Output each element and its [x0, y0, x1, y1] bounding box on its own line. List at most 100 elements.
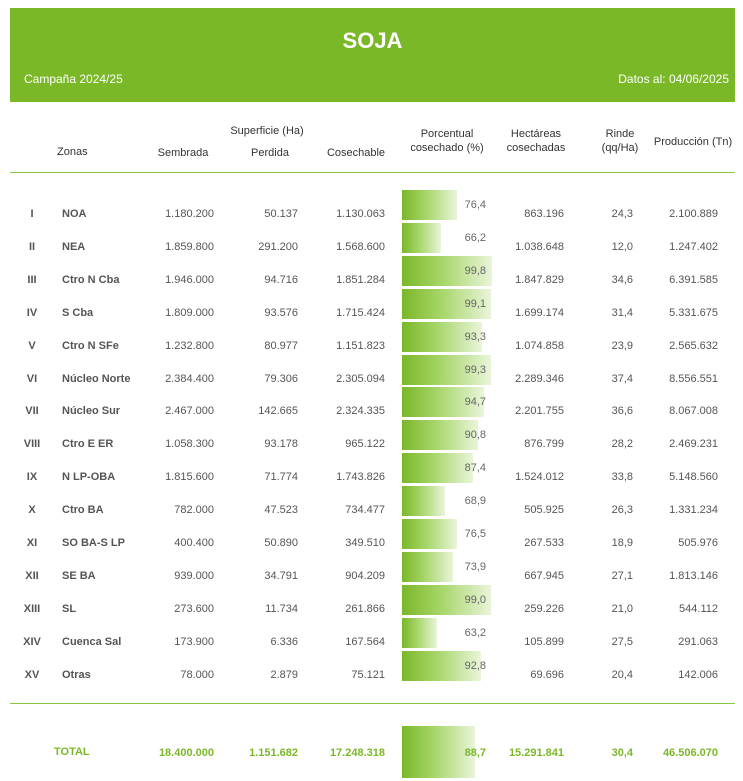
cosechable-value: 734.477 — [345, 504, 385, 516]
sembrada-value: 273.600 — [174, 603, 214, 615]
perdida-value: 6.336 — [270, 636, 298, 648]
pct-bar-track — [402, 519, 492, 549]
campaign-label: Campaña 2024/25 — [24, 72, 123, 86]
col-header-sembrada: Sembrada — [157, 147, 209, 159]
pct-bar — [402, 322, 482, 352]
zone-number: V — [28, 340, 36, 352]
sembrada-value: 1.809.000 — [165, 307, 214, 319]
cosechable-value: 2.305.094 — [336, 373, 385, 385]
pct-bar — [402, 585, 491, 615]
col-header-perdida: Perdida — [251, 147, 289, 159]
pct-bar-track — [402, 190, 492, 220]
col-header-cosechable: Cosechable — [326, 147, 386, 159]
rinde-value: 26,3 — [611, 504, 633, 516]
hectareas-value: 1.074.858 — [515, 340, 564, 352]
pct-bar — [402, 289, 491, 319]
zone-name: Núcleo Sur — [62, 405, 121, 417]
perdida-value: 94.716 — [264, 274, 298, 286]
rinde-value: 34,6 — [611, 274, 633, 286]
total-cosechable: 17.248.318 — [329, 747, 385, 759]
rinde-value: 12,0 — [611, 241, 633, 253]
pct-bar-track — [402, 387, 492, 417]
zone-number: XII — [25, 570, 39, 582]
hectareas-value: 505.925 — [524, 504, 564, 516]
zone-number: IX — [26, 471, 38, 483]
hectareas-value: 2.289.346 — [515, 373, 564, 385]
total-hectareas: 15.291.841 — [508, 747, 564, 759]
perdida-value: 47.523 — [264, 504, 298, 516]
sembrada-value: 1.232.800 — [165, 340, 214, 352]
cosechable-value: 1.568.600 — [336, 241, 385, 253]
pct-label: 66,2 — [464, 232, 486, 244]
produccion-value: 505.976 — [678, 537, 718, 549]
col-header-hectareas-sub: cosechadas — [506, 142, 566, 154]
pct-bar-track — [402, 322, 492, 352]
hectareas-value: 1.524.012 — [515, 471, 564, 483]
data-date-label: Datos al: 04/06/2025 — [618, 72, 729, 86]
cosechable-value: 167.564 — [345, 636, 385, 648]
total-produccion: 46.506.070 — [662, 747, 718, 759]
pct-bar — [402, 552, 453, 582]
rinde-value: 36,6 — [611, 405, 633, 417]
produccion-value: 2.100.889 — [669, 208, 718, 220]
cosechable-value: 75.121 — [351, 669, 385, 681]
pct-label: 76,4 — [464, 199, 486, 211]
page-title: SOJA — [342, 28, 403, 53]
perdida-value: 2.879 — [270, 669, 298, 681]
zone-number: VIII — [23, 438, 41, 450]
perdida-value: 50.137 — [264, 208, 298, 220]
total-label: TOTAL — [54, 746, 90, 758]
zone-number: I — [30, 208, 34, 220]
produccion-value: 1.813.146 — [669, 570, 718, 582]
sembrada-value: 939.000 — [174, 570, 214, 582]
total-divider — [10, 703, 735, 704]
perdida-value: 142.665 — [258, 405, 298, 417]
cosechable-value: 965.122 — [345, 438, 385, 450]
zone-number: VII — [25, 405, 39, 417]
produccion-value: 8.067.008 — [669, 405, 718, 417]
cosechable-value: 904.209 — [345, 570, 385, 582]
zone-number: VI — [26, 373, 38, 385]
pct-bar-track — [402, 552, 492, 582]
pct-bar — [402, 256, 492, 286]
hectareas-value: 69.696 — [530, 669, 564, 681]
produccion-value: 5.148.560 — [669, 471, 718, 483]
pct-label: 90,8 — [464, 429, 486, 441]
rinde-value: 33,8 — [611, 471, 633, 483]
zone-name: Ctro N Cba — [62, 274, 120, 286]
pct-bar-track — [402, 486, 492, 516]
cosechable-value: 1.130.063 — [336, 208, 385, 220]
zone-name: Ctro N SFe — [62, 340, 119, 352]
zone-number: IV — [26, 307, 38, 319]
pct-bar-track — [402, 618, 492, 648]
zone-number: XI — [26, 537, 38, 549]
header-divider — [10, 172, 735, 173]
col-header-porcentual-sub: cosechado (%) — [410, 142, 484, 154]
pct-label: 99,3 — [464, 364, 486, 376]
zone-name: SO BA-S LP — [62, 537, 125, 549]
pct-bar-track — [402, 355, 492, 385]
cosechable-value: 1.743.826 — [336, 471, 385, 483]
sembrada-value: 1.058.300 — [165, 438, 214, 450]
rinde-value: 20,4 — [611, 669, 633, 681]
pct-label: 68,9 — [464, 495, 486, 507]
produccion-value: 142.006 — [678, 669, 718, 681]
hectareas-value: 2.201.755 — [515, 405, 564, 417]
pct-label: 73,9 — [464, 561, 486, 573]
pct-bar — [402, 223, 441, 253]
zone-name: Ctro BA — [62, 504, 104, 516]
pct-label: 92,8 — [464, 660, 486, 672]
col-header-rinde: Rinde — [605, 128, 635, 140]
total-pct-bar-track — [402, 726, 492, 778]
zone-name: Otras — [62, 669, 91, 681]
rinde-value: 37,4 — [611, 373, 633, 385]
sembrada-value: 78.000 — [180, 669, 214, 681]
hectareas-value: 1.699.174 — [515, 307, 564, 319]
zone-number: III — [27, 274, 37, 286]
produccion-value: 291.063 — [678, 636, 718, 648]
pct-bar-track — [402, 223, 492, 253]
title-banner: SOJA Campaña 2024/25 Datos al: 04/06/202… — [10, 8, 735, 102]
perdida-value: 93.178 — [264, 438, 298, 450]
zone-name: N LP-OBA — [62, 471, 116, 483]
sembrada-value: 2.467.000 — [165, 405, 214, 417]
